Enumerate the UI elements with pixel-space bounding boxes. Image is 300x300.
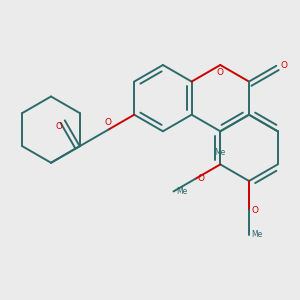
Text: O: O: [197, 175, 205, 184]
Text: O: O: [217, 68, 224, 77]
Text: O: O: [280, 61, 287, 70]
Text: O: O: [105, 118, 112, 127]
Text: Me: Me: [176, 187, 187, 196]
Text: Me: Me: [215, 148, 226, 158]
Text: Me: Me: [251, 230, 263, 239]
Text: O: O: [251, 206, 258, 214]
Text: O: O: [56, 122, 62, 131]
